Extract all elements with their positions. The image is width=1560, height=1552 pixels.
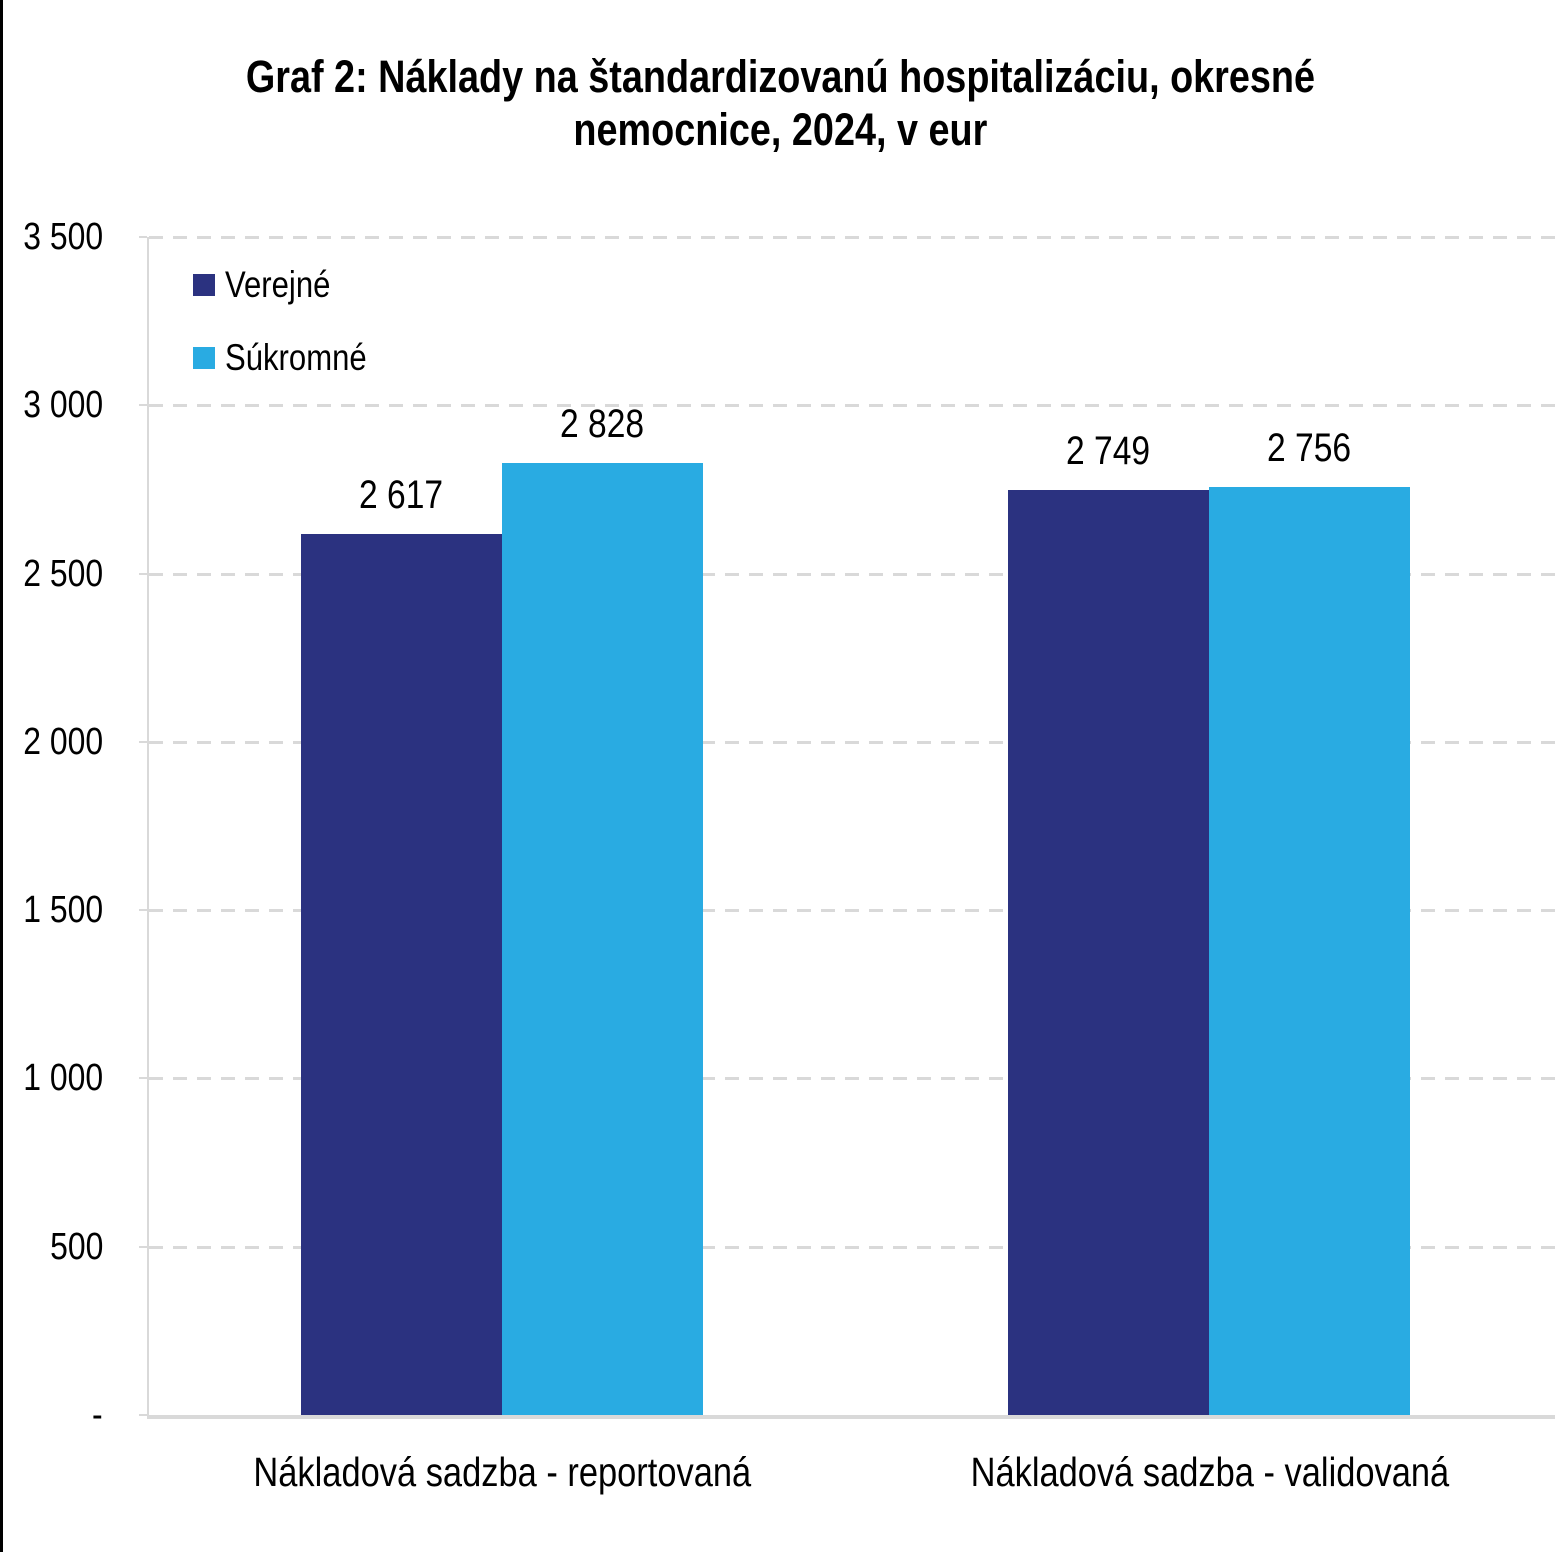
y-tick-label-3500: 3 500: [0, 215, 103, 259]
y-tick-label-text: 3 000: [23, 384, 103, 426]
legend-swatch-verejne: [193, 274, 215, 296]
y-tick-label-text: 2 500: [23, 553, 103, 595]
bar-value-text: 2 617: [359, 473, 444, 517]
chart-title: Graf 2: Náklady na štandardizovanú hospi…: [0, 50, 1560, 156]
plot-area: Verejné Súkromné - 500 1 000 1 500 2 000 2 500…: [23, 216, 1555, 1495]
x-category-label-reportovana: Nákladová sadzba - reportovaná: [142, 1448, 862, 1496]
legend-label-text: Súkromné: [225, 337, 367, 378]
y-tick-mark-1000: [139, 1077, 147, 1079]
y-tick-label-0: -: [0, 1393, 127, 1437]
legend-item-sukromne: Súkromné: [193, 336, 394, 380]
legend-label-verejne: Verejné: [225, 263, 351, 307]
x-category-label-text: Nákladová sadzba - reportovaná: [253, 1449, 751, 1495]
bar-sukromne-reportovana: [502, 463, 703, 1415]
chart-title-line-2: nemocnice, 2024, v eur: [573, 104, 987, 155]
y-tick-mark-0: [139, 1414, 147, 1416]
y-tick-label-1000: 1 000: [0, 1056, 103, 1100]
legend: Verejné Súkromné: [193, 263, 394, 409]
y-tick-mark-3500: [139, 236, 147, 238]
gridline-2500: [149, 573, 1555, 576]
legend-swatch-sukromne: [193, 347, 215, 369]
bar-value-text: 2 749: [1066, 429, 1151, 473]
chart-title-line-1: Graf 2: Náklady na štandardizovanú hospi…: [245, 51, 1315, 102]
y-tick-label-2500: 2 500: [0, 552, 103, 596]
bar-value-label-sukromne-validovana: 2 756: [1150, 425, 1470, 471]
page-left-border: [0, 0, 3, 1552]
legend-label-sukromne: Súkromné: [225, 336, 394, 380]
bar-value-label-sukromne-reportovana: 2 828: [443, 401, 763, 447]
bar-value-label-verejne-reportovana: 2 617: [242, 472, 562, 518]
gridline-3500: [149, 236, 1555, 239]
legend-item-verejne: Verejné: [193, 263, 394, 307]
y-tick-label-text: 1 000: [23, 1057, 103, 1099]
bar-value-text: 2 756: [1267, 426, 1352, 470]
y-tick-label-2000: 2 000: [0, 720, 103, 764]
y-tick-label-text: -: [92, 1394, 103, 1436]
gridline-1000: [149, 1077, 1555, 1080]
y-tick-label-500: 500: [0, 1225, 103, 1269]
bar-sukromne-validovana: [1209, 487, 1410, 1415]
gridline-1500: [149, 909, 1555, 912]
y-tick-label-3000: 3 000: [0, 383, 103, 427]
legend-label-text: Verejné: [225, 264, 331, 305]
y-tick-mark-2500: [139, 573, 147, 575]
gridline-500: [149, 1246, 1555, 1249]
y-tick-mark-1500: [139, 909, 147, 911]
y-tick-label-text: 3 500: [23, 216, 103, 258]
bar-verejne-validovana: [1008, 490, 1209, 1415]
y-tick-label-text: 2 000: [23, 721, 103, 763]
y-tick-mark-3000: [139, 404, 147, 406]
x-category-label-validovana: Nákladová sadzba - validovaná: [850, 1448, 1560, 1496]
y-tick-label-text: 500: [49, 1226, 103, 1268]
y-tick-mark-2000: [139, 741, 147, 743]
y-tick-label-1500: 1 500: [0, 888, 103, 932]
x-category-label-text: Nákladová sadzba - validovaná: [970, 1449, 1450, 1495]
gridline-3000: [149, 404, 1555, 407]
bar-value-text: 2 828: [560, 402, 645, 446]
gridline-2000: [149, 741, 1555, 744]
bar-value-label-verejne-validovana: 2 749: [949, 428, 1269, 474]
y-tick-mark-500: [139, 1246, 147, 1248]
y-tick-label-text: 1 500: [23, 889, 103, 931]
bar-verejne-reportovana: [301, 534, 502, 1415]
